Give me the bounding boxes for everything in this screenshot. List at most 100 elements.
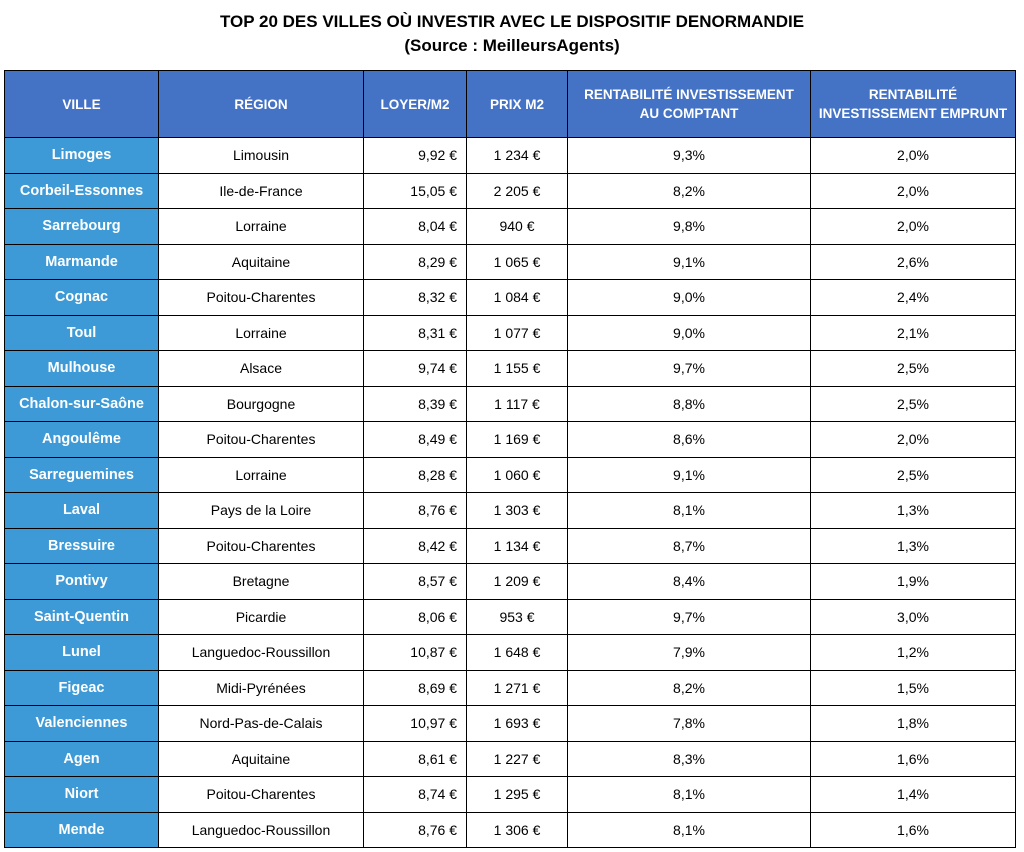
cell-loyer: 9,92 €	[363, 137, 467, 174]
cell-prix: 1 169 €	[466, 421, 568, 458]
cell-prix: 1 077 €	[466, 314, 568, 351]
cell-region: Poitou-Charentes	[158, 421, 364, 458]
cell-rentabilite-emprunt: 2,5%	[810, 350, 1016, 387]
cell-loyer: 8,28 €	[363, 456, 467, 493]
cell-prix: 1 234 €	[466, 137, 568, 174]
title-line-2: (Source : MeilleursAgents)	[404, 36, 620, 55]
table-row: Niort Poitou-Charentes 8,74 €1 295 €8,1% 1,…	[4, 776, 1016, 813]
table-row: Limoges Limousin 9,92 €1 234 €9,3% 2,0%	[4, 137, 1016, 174]
cell-loyer: 8,31 €	[363, 314, 467, 351]
table-row: Saint-Quentin Picardie 8,06 €953 €9,7% 3,0%	[4, 598, 1016, 635]
cell-rentabilite-comptant: 8,7%	[567, 527, 811, 564]
cell-region: Lorraine	[158, 456, 364, 493]
header-comptant-line2: AU COMPTANT	[639, 106, 739, 121]
table-row: Toul Lorraine 8,31 €1 077 €9,0% 2,1%	[4, 314, 1016, 351]
cell-prix: 1 227 €	[466, 740, 568, 777]
cell-region: Poitou-Charentes	[158, 279, 364, 316]
cell-prix: 1 209 €	[466, 563, 568, 600]
cell-rentabilite-emprunt: 2,0%	[810, 421, 1016, 458]
header-loyer: LOYER/M2	[363, 70, 467, 138]
table-row: Mende Languedoc-Roussillon 8,76 €1 306 €8,…	[4, 811, 1016, 848]
table-row: Lunel Languedoc-Roussillon 10,87 €1 648 €7…	[4, 634, 1016, 671]
cell-loyer: 8,39 €	[363, 385, 467, 422]
cell-prix: 1 117 €	[466, 385, 568, 422]
cell-prix: 1 693 €	[466, 705, 568, 742]
cell-ville: Corbeil-Essonnes	[4, 172, 159, 209]
cell-ville: Limoges	[4, 137, 159, 174]
cell-region: Midi-Pyrénées	[158, 669, 364, 706]
cell-rentabilite-emprunt: 1,9%	[810, 563, 1016, 600]
cell-loyer: 8,57 €	[363, 563, 467, 600]
table-row: Valenciennes Nord-Pas-de-Calais 10,97 €1 6…	[4, 705, 1016, 742]
header-rentabilite-comptant: RENTABILITÉ INVESTISSEMENT AU COMPTANT	[567, 70, 811, 138]
cell-ville: Marmande	[4, 243, 159, 280]
cell-rentabilite-comptant: 9,1%	[567, 243, 811, 280]
table-row: Chalon-sur-Saône Bourgogne 8,39 €1 117 €8,…	[4, 385, 1016, 422]
cell-loyer: 10,87 €	[363, 634, 467, 671]
cell-rentabilite-comptant: 8,2%	[567, 669, 811, 706]
cell-prix: 1 303 €	[466, 492, 568, 529]
cell-rentabilite-comptant: 9,1%	[567, 456, 811, 493]
cell-rentabilite-comptant: 7,9%	[567, 634, 811, 671]
cell-ville: Angoulême	[4, 421, 159, 458]
cell-rentabilite-comptant: 9,0%	[567, 314, 811, 351]
cell-region: Lorraine	[158, 208, 364, 245]
cell-region: Lorraine	[158, 314, 364, 351]
cell-rentabilite-comptant: 7,8%	[567, 705, 811, 742]
cell-rentabilite-comptant: 8,1%	[567, 811, 811, 848]
cell-loyer: 8,04 €	[363, 208, 467, 245]
cell-rentabilite-comptant: 9,0%	[567, 279, 811, 316]
cell-rentabilite-comptant: 9,7%	[567, 598, 811, 635]
cell-region: Languedoc-Roussillon	[158, 811, 364, 848]
cell-region: Poitou-Charentes	[158, 527, 364, 564]
cell-rentabilite-emprunt: 2,4%	[810, 279, 1016, 316]
cell-prix: 1 065 €	[466, 243, 568, 280]
cell-loyer: 9,74 €	[363, 350, 467, 387]
table-row: Sarrebourg Lorraine 8,04 €940 €9,8% 2,0%	[4, 208, 1016, 245]
cell-rentabilite-emprunt: 1,3%	[810, 527, 1016, 564]
cell-rentabilite-comptant: 8,1%	[567, 492, 811, 529]
cell-ville: Chalon-sur-Saône	[4, 385, 159, 422]
header-prix: PRIX M2	[466, 70, 568, 138]
cell-region: Poitou-Charentes	[158, 776, 364, 813]
cell-ville: Cognac	[4, 279, 159, 316]
cell-ville: Lunel	[4, 634, 159, 671]
cell-loyer: 8,29 €	[363, 243, 467, 280]
cell-rentabilite-emprunt: 1,2%	[810, 634, 1016, 671]
table-row: Cognac Poitou-Charentes 8,32 €1 084 €9,0% 2…	[4, 279, 1016, 316]
table-row: Pontivy Bretagne 8,57 €1 209 €8,4% 1,9%	[4, 563, 1016, 600]
cell-prix: 940 €	[466, 208, 568, 245]
table-row: Agen Aquitaine 8,61 €1 227 €8,3% 1,6%	[4, 740, 1016, 777]
header-emprunt-line2: INVESTISSEMENT EMPRUNT	[818, 106, 1008, 121]
cell-loyer: 8,76 €	[363, 811, 467, 848]
cell-region: Alsace	[158, 350, 364, 387]
cell-region: Aquitaine	[158, 740, 364, 777]
cell-ville: Niort	[4, 776, 159, 813]
cell-loyer: 8,61 €	[363, 740, 467, 777]
cell-loyer: 8,69 €	[363, 669, 467, 706]
table-row: Mulhouse Alsace 9,74 €1 155 €9,7% 2,5%	[4, 350, 1016, 387]
table-row: Laval Pays de la Loire 8,76 €1 303 €8,1% 1,…	[4, 492, 1016, 529]
cell-ville: Bressuire	[4, 527, 159, 564]
cell-rentabilite-emprunt: 2,0%	[810, 137, 1016, 174]
cell-prix: 1 060 €	[466, 456, 568, 493]
cell-loyer: 10,97 €	[363, 705, 467, 742]
cell-prix: 1 155 €	[466, 350, 568, 387]
cell-ville: Valenciennes	[4, 705, 159, 742]
cell-region: Pays de la Loire	[158, 492, 364, 529]
table-header-row: VILLE RÉGION LOYER/M2 PRIX M2 RENTABILIT…	[4, 70, 1016, 138]
cell-rentabilite-emprunt: 3,0%	[810, 598, 1016, 635]
cell-prix: 1 084 €	[466, 279, 568, 316]
cell-rentabilite-comptant: 8,6%	[567, 421, 811, 458]
cell-rentabilite-comptant: 8,3%	[567, 740, 811, 777]
cell-prix: 1 295 €	[466, 776, 568, 813]
cell-region: Ile-de-France	[158, 172, 364, 209]
cell-ville: Toul	[4, 314, 159, 351]
cell-ville: Figeac	[4, 669, 159, 706]
header-rentabilite-emprunt: RENTABILITÉ INVESTISSEMENT EMPRUNT	[810, 70, 1016, 138]
cell-region: Aquitaine	[158, 243, 364, 280]
cell-ville: Saint-Quentin	[4, 598, 159, 635]
cell-prix: 2 205 €	[466, 172, 568, 209]
cell-rentabilite-emprunt: 1,6%	[810, 740, 1016, 777]
cell-ville: Laval	[4, 492, 159, 529]
